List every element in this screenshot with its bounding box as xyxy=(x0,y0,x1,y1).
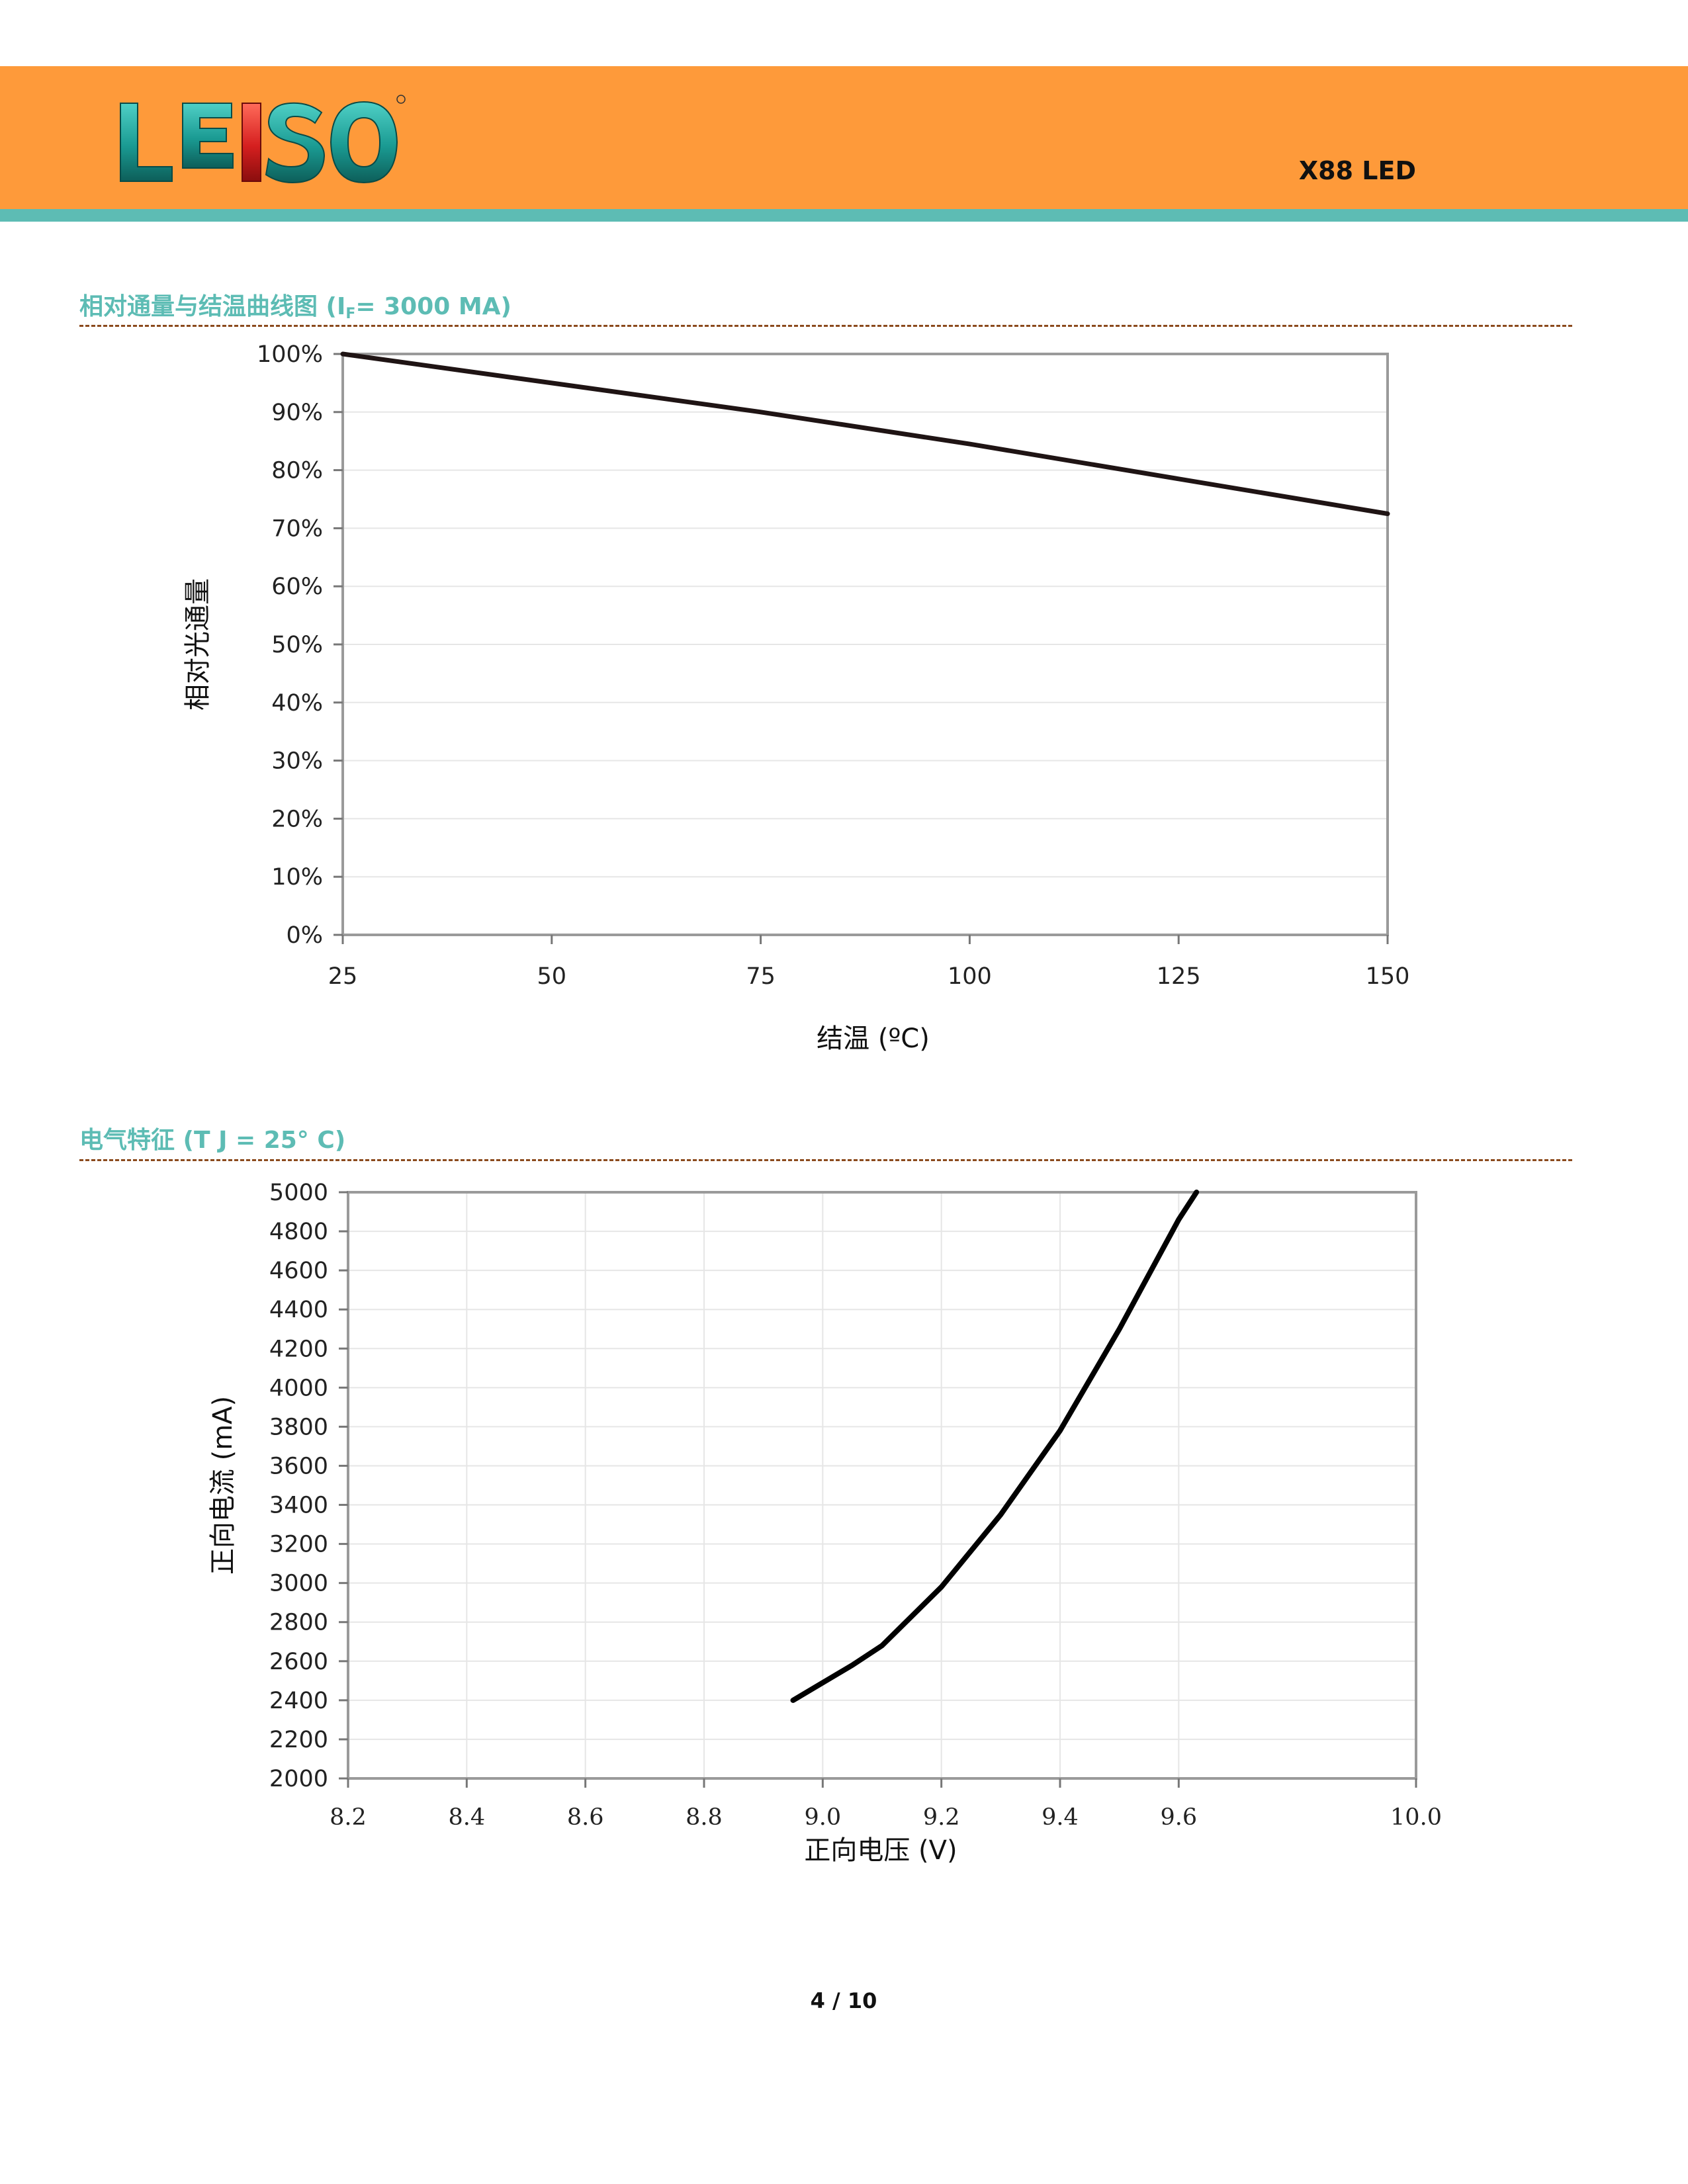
x-tick-label: 8.4 xyxy=(448,1804,485,1831)
x-tick-label: 50 xyxy=(537,963,567,990)
y-tick-label: 20% xyxy=(271,806,323,832)
current-vs-voltage-chart: 2000 2200 2400 2600 2800 3000 3200 3400 3600 3800… xyxy=(0,1164,1688,1892)
y-tick-label: 4400 xyxy=(269,1297,328,1323)
y-tick-label: 40% xyxy=(271,690,323,717)
y-tick-label: 3800 xyxy=(269,1414,328,1440)
y-tick-label: 4800 xyxy=(269,1219,328,1245)
x-tick-label: 8.6 xyxy=(567,1804,604,1831)
y-tick-label: 60% xyxy=(271,574,323,600)
y-axis-title: 正向电流 (mA) xyxy=(208,1396,238,1575)
y-tick-label: 5000 xyxy=(269,1180,328,1206)
x-tick-label: 8.8 xyxy=(686,1804,723,1831)
y-axis-title: 相对光通量 xyxy=(183,578,213,711)
x-tick-label: 25 xyxy=(328,963,358,990)
x-tick-label: 150 xyxy=(1366,963,1410,990)
x-tick-label: 100 xyxy=(948,963,992,990)
y-tick-label: 3000 xyxy=(269,1571,328,1597)
section-title-flux: 相对通量与结温曲线图 (IF= 3000 MA) xyxy=(79,287,511,322)
y-tick-label: 30% xyxy=(271,748,323,775)
y-tick-label: 4600 xyxy=(269,1258,328,1284)
x-tick-label: 125 xyxy=(1157,963,1201,990)
y-tick-label: 80% xyxy=(271,458,323,484)
y-tick-label: 3200 xyxy=(269,1532,328,1558)
x-tick-label: 10.0 xyxy=(1390,1804,1442,1831)
y-tick-label: 10% xyxy=(271,864,323,891)
series-line xyxy=(340,351,1390,516)
y-tick-label: 2800 xyxy=(269,1610,328,1636)
y-tick-label: 3600 xyxy=(269,1453,328,1479)
y-tick-label: 70% xyxy=(271,515,323,542)
x-tick-label: 75 xyxy=(746,963,776,990)
section-title-flux-rest: = 3000 MA) xyxy=(355,293,511,320)
section-rule-2 xyxy=(79,1159,1572,1161)
x-tick-label: 8.2 xyxy=(330,1804,367,1831)
y-tick-label: 4200 xyxy=(269,1336,328,1362)
y-tick-label: 2200 xyxy=(269,1727,328,1753)
flux-vs-temperature-chart: 0% 10% 20% 30% 40% 50% 60% 70% 80% 90% 100% 25 50 75 1… xyxy=(0,331,1688,1059)
product-name: X88 LED xyxy=(1298,156,1416,185)
x-axis-title: 结温 (ºC) xyxy=(817,1024,930,1054)
leiso-logo xyxy=(116,93,408,192)
y-tick-label: 3400 xyxy=(269,1493,328,1519)
x-axis-title: 正向电压 (V) xyxy=(804,1835,957,1866)
x-tick-label: 9.6 xyxy=(1160,1804,1197,1831)
section-rule-1 xyxy=(79,325,1572,327)
y-tick-label: 2000 xyxy=(269,1766,328,1792)
section-title-flux-main: 相对通量与结温曲线图 (I xyxy=(79,293,346,320)
page-number: 4 / 10 xyxy=(810,1988,877,2013)
x-tick-label: 9.4 xyxy=(1042,1804,1079,1831)
series-line xyxy=(790,1190,1200,1703)
x-tick-label: 9.0 xyxy=(804,1804,841,1831)
y-tick-label: 2600 xyxy=(269,1649,328,1675)
section-title-electrical: 电气特征 (T J = 25° C) xyxy=(79,1127,346,1154)
x-tick-label: 9.2 xyxy=(923,1804,960,1831)
y-tick-label: 50% xyxy=(271,632,323,658)
y-tick-label: 0% xyxy=(286,922,323,949)
header-stripe xyxy=(0,209,1688,222)
section-title-flux-sub: F xyxy=(345,306,356,322)
y-tick-label: 2400 xyxy=(269,1688,328,1714)
y-tick-label: 90% xyxy=(271,400,323,426)
plot-area xyxy=(347,1191,1417,1780)
y-tick-label: 4000 xyxy=(269,1375,328,1401)
y-tick-label: 100% xyxy=(257,341,323,368)
